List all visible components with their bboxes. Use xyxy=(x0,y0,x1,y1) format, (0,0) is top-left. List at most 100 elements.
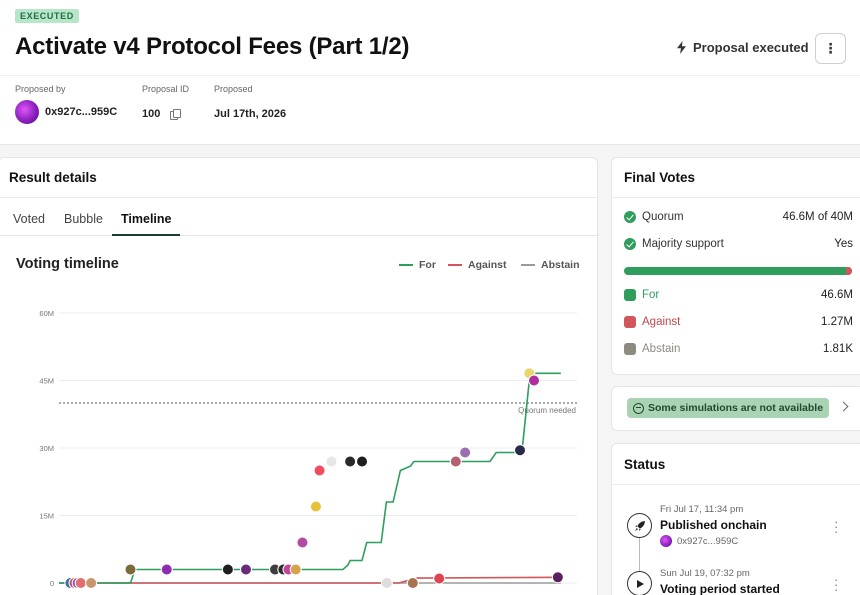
voter-avatar[interactable] xyxy=(449,455,462,468)
voter-avatar[interactable] xyxy=(124,563,137,576)
voter-avatar[interactable] xyxy=(74,577,87,589)
vote-distribution-bar xyxy=(624,267,852,275)
voter-avatar[interactable] xyxy=(325,455,338,468)
proposed-date-value: Jul 17th, 2026 xyxy=(214,108,287,120)
against-value: 1.27M xyxy=(821,316,853,328)
legend-abstain-swatch xyxy=(521,264,535,266)
proposer-address: 0x927c...959C xyxy=(45,106,118,118)
result-details-title: Result details xyxy=(9,170,97,185)
series-line-for xyxy=(59,372,561,584)
execution-status-label: Proposal executed xyxy=(693,40,809,55)
abstain-label: Abstain xyxy=(642,343,681,355)
proposal-id: Proposal ID 100 xyxy=(142,84,189,120)
against-row: Against 1.27M xyxy=(624,316,853,328)
abstain-value: 1.81K xyxy=(822,343,853,355)
y-tick-label: 15M xyxy=(39,512,54,521)
proposed-date-label: Proposed xyxy=(214,84,253,94)
event-address[interactable]: 0x927c...959C xyxy=(660,535,738,547)
abstain-swatch xyxy=(624,343,636,355)
legend-against-swatch xyxy=(448,264,462,266)
divider xyxy=(612,484,860,485)
y-tick-label: 45M xyxy=(39,377,54,386)
chart-series xyxy=(59,372,561,584)
divider xyxy=(0,197,599,198)
quorum-value: 46.6M of 40M xyxy=(782,211,853,223)
more-options-button[interactable]: ⋮ xyxy=(815,33,846,64)
for-swatch xyxy=(624,289,636,301)
proposed-date: Proposed Jul 17th, 2026 xyxy=(214,84,286,120)
legend-for-swatch xyxy=(399,264,413,266)
voter-avatar[interactable] xyxy=(313,464,326,477)
avatar xyxy=(660,535,672,547)
voter-avatar[interactable] xyxy=(406,577,419,589)
majority-label: Majority support xyxy=(642,238,724,250)
voter-avatar[interactable] xyxy=(356,455,369,468)
voter-avatar[interactable] xyxy=(309,500,322,513)
status-card: Status Fri Jul 17, 11:34 pm Published on… xyxy=(611,443,860,595)
chart-grid xyxy=(59,312,577,584)
avatar xyxy=(15,100,39,124)
legend-abstain: Abstain xyxy=(521,259,580,271)
voter-avatar[interactable] xyxy=(433,572,446,585)
play-glyph xyxy=(636,579,644,588)
check-circle-icon xyxy=(624,211,636,223)
active-tab-indicator xyxy=(112,234,180,236)
y-tick-label: 30M xyxy=(39,444,54,453)
voter-avatar[interactable] xyxy=(221,563,234,576)
event-date: Fri Jul 17, 11:34 pm xyxy=(660,504,744,515)
tab-bubble[interactable]: Bubble xyxy=(64,212,103,226)
voter-avatar[interactable] xyxy=(528,374,541,387)
voter-avatar[interactable] xyxy=(514,444,527,457)
event-menu-icon[interactable]: · · · xyxy=(834,572,839,595)
voter-avatar[interactable] xyxy=(296,536,309,549)
voter-avatar[interactable] xyxy=(160,563,173,576)
for-row: For 46.6M xyxy=(624,289,853,301)
voter-avatar[interactable] xyxy=(85,577,98,589)
voter-avatar[interactable] xyxy=(380,577,393,589)
event-label: Voting period started xyxy=(660,582,780,595)
status-title: Status xyxy=(624,457,666,472)
event-date: Sun Jul 19, 07:32 pm xyxy=(660,568,750,579)
check-circle-icon xyxy=(624,238,636,250)
chevron-right-icon[interactable] xyxy=(838,401,849,412)
chart-voter-markers xyxy=(64,367,564,589)
legend-against-label: Against xyxy=(468,259,507,271)
legend-for: For xyxy=(399,259,436,271)
majority-row: Majority support Yes xyxy=(624,238,853,250)
against-label: Against xyxy=(642,316,681,328)
quorum-row: Quorum 46.6M of 40M xyxy=(624,211,853,223)
chart-title: Voting timeline xyxy=(16,256,119,272)
status-badge: EXECUTED xyxy=(15,9,79,23)
final-votes-title: Final Votes xyxy=(624,170,696,185)
y-tick-label: 0 xyxy=(50,579,54,588)
execution-status: Proposal executed xyxy=(676,40,809,55)
abstain-row: Abstain 1.81K xyxy=(624,343,853,355)
voter-avatar[interactable] xyxy=(289,563,302,576)
tab-timeline[interactable]: Timeline xyxy=(121,212,172,226)
page-title: Activate v4 Protocol Fees (Part 1/2) xyxy=(15,33,410,60)
proposal-id-value: 100 xyxy=(142,108,161,120)
proposal-meta: Proposed by 0x927c...959C Proposal ID 10… xyxy=(0,76,860,145)
proposer-link[interactable]: 0x927c...959C xyxy=(15,100,117,124)
legend-for-label: For xyxy=(419,259,436,271)
quorum-label: Quorum xyxy=(642,211,684,223)
timeline-connector xyxy=(639,536,640,576)
quorum-label: Quorum needed xyxy=(518,406,576,415)
copy-icon[interactable] xyxy=(170,109,182,120)
result-tabs: Voted Bubble Timeline xyxy=(0,198,599,236)
event-menu-icon[interactable]: · · · xyxy=(834,514,839,539)
voter-avatar[interactable] xyxy=(344,455,357,468)
legend-against: Against xyxy=(448,259,507,271)
against-swatch xyxy=(624,316,636,328)
event-label: Published onchain xyxy=(660,518,767,532)
voter-avatar[interactable] xyxy=(551,571,564,584)
rocket-icon xyxy=(627,513,652,538)
voter-avatar[interactable] xyxy=(239,563,252,576)
proposed-by-label: Proposed by xyxy=(15,84,66,94)
for-value: 46.6M xyxy=(821,289,853,301)
voter-avatar[interactable] xyxy=(459,446,472,459)
simulations-label: Some simulations are not available xyxy=(648,402,824,414)
simulations-card[interactable]: Some simulations are not available xyxy=(611,386,860,431)
proposal-header: EXECUTED Activate v4 Protocol Fees (Part… xyxy=(0,0,860,76)
tab-voted[interactable]: Voted xyxy=(13,212,45,226)
